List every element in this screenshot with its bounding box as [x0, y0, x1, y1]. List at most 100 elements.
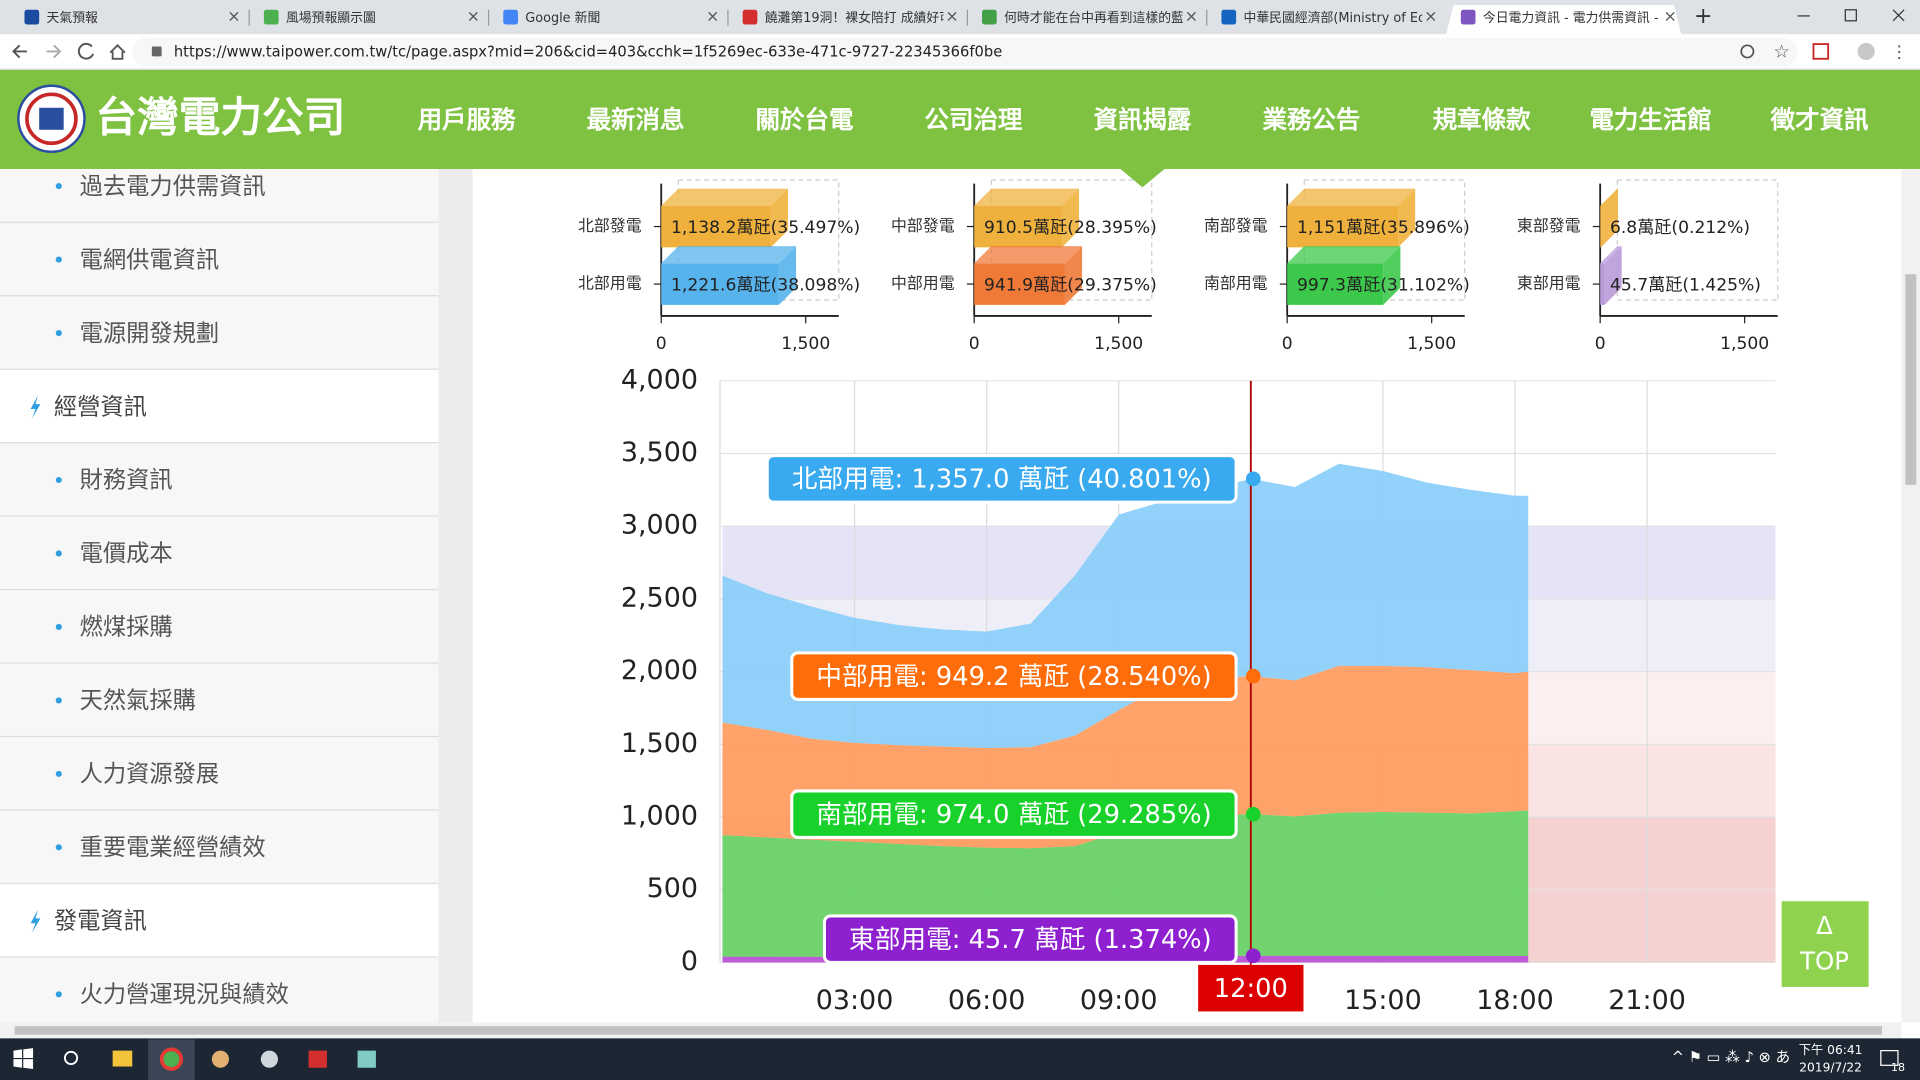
- active-tab[interactable]: [1446, 4, 1682, 35]
- sidebar-link[interactable]: 人力資源發展: [80, 761, 220, 788]
- sidebar-row[interactable]: [0, 296, 439, 370]
- horizontal-scroll-thumb[interactable]: [14, 1026, 1883, 1035]
- tooltip-box: [790, 789, 1238, 839]
- home-button[interactable]: [109, 44, 126, 60]
- profile-icon[interactable]: [1857, 42, 1875, 60]
- bar-top: [1600, 188, 1618, 206]
- nav-item[interactable]: 最新消息: [587, 105, 685, 134]
- notification-icon[interactable]: [1880, 1050, 1899, 1066]
- nav-item[interactable]: 徵才資訊: [1770, 105, 1869, 134]
- category-label: 中部用電: [891, 274, 955, 293]
- app-icon[interactable]: [211, 1050, 229, 1068]
- app-icon[interactable]: [260, 1050, 278, 1068]
- bar: [1287, 205, 1399, 248]
- tab-title[interactable]: 天氣預報: [47, 11, 99, 26]
- logo-mark: [39, 107, 64, 130]
- nav-item[interactable]: 用戶服務: [418, 105, 516, 134]
- back-button[interactable]: [12, 44, 27, 59]
- chart-frame: [1616, 179, 1779, 301]
- tab-title[interactable]: 何時才能在台中再看到這樣的藍: [1004, 10, 1184, 26]
- sidebar-section-title[interactable]: 發電資訊: [54, 908, 147, 935]
- search-button[interactable]: [63, 1050, 79, 1065]
- explorer-icon[interactable]: [112, 1050, 133, 1067]
- sidebar-section[interactable]: [0, 884, 439, 958]
- top-button[interactable]: [1781, 901, 1869, 987]
- sidebar-row[interactable]: [0, 590, 439, 664]
- sidebar-link[interactable]: 電價成本: [80, 540, 173, 567]
- scroll-thumb[interactable]: [1905, 274, 1917, 485]
- nav-item[interactable]: 資訊揭露: [1094, 105, 1192, 134]
- sidebar-link[interactable]: 電源開發規劃: [80, 320, 220, 347]
- bar-top: [661, 246, 797, 264]
- maximize-button[interactable]: [1844, 9, 1857, 22]
- nav-item[interactable]: 規章條款: [1433, 105, 1531, 134]
- tab-title[interactable]: 饒灘第19洞！裸女陪打 成績好可: [765, 10, 953, 26]
- sidebar-link[interactable]: 電網供電資訊: [80, 246, 220, 273]
- sidebar-link[interactable]: 財務資訊: [80, 467, 173, 494]
- y-tick-label: 4,000: [621, 364, 698, 395]
- tab-title[interactable]: Google 新聞: [525, 10, 600, 26]
- bar-top: [974, 246, 1083, 264]
- point-marker: [1245, 668, 1261, 684]
- tab-favicon: [1460, 9, 1476, 25]
- tab-close[interactable]: ×: [945, 7, 958, 26]
- app-icon[interactable]: [308, 1050, 327, 1068]
- site-header: [0, 69, 1920, 169]
- url[interactable]: https://www.taipower.com.tw/tc/page.aspx…: [174, 44, 1002, 61]
- new-tab-button[interactable]: +: [1694, 4, 1712, 29]
- tab-close[interactable]: ×: [467, 7, 480, 26]
- reload-button[interactable]: [77, 42, 94, 60]
- sidebar-link[interactable]: 過去電力供需資訊: [80, 173, 266, 200]
- bar-side: [770, 188, 789, 248]
- clock-date[interactable]: 2019/7/22: [1799, 1060, 1862, 1074]
- sidebar-row[interactable]: [0, 443, 439, 517]
- sidebar-link[interactable]: 火力營運現況與績效: [80, 981, 289, 1008]
- bar-side: [1064, 246, 1083, 305]
- bar-side: [1061, 188, 1080, 248]
- sidebar-section-title[interactable]: 經營資訊: [54, 393, 147, 420]
- sidebar-row[interactable]: [0, 222, 439, 297]
- nav-item[interactable]: 公司治理: [925, 105, 1023, 134]
- tooltip-box: [765, 454, 1238, 504]
- sidebar-row[interactable]: [0, 516, 439, 591]
- sidebar-row[interactable]: [0, 663, 439, 738]
- tab-close[interactable]: ×: [706, 7, 719, 26]
- tab-title[interactable]: 今日電力資訊 - 電力供需資訊 - 台: [1483, 10, 1676, 26]
- chrome-icon[interactable]: [159, 1047, 184, 1071]
- sidebar-row[interactable]: [0, 737, 439, 811]
- bookmark-star[interactable]: ☆: [1773, 42, 1789, 63]
- zoom-icon[interactable]: [1740, 44, 1755, 59]
- tray-icons[interactable]: ^ ⚑ ▭ ⁂ ♪ ⊗ あ: [1672, 1049, 1790, 1066]
- start-button[interactable]: [13, 1048, 34, 1069]
- menu-button[interactable]: ⋮: [1891, 43, 1908, 63]
- app-icon[interactable]: [357, 1050, 376, 1068]
- address-bar[interactable]: [132, 37, 1798, 67]
- nav-item[interactable]: 電力生活館: [1589, 105, 1711, 134]
- y-tick-label: 3,500: [621, 437, 698, 468]
- tab-favicon: [1221, 9, 1237, 25]
- cursor-label-box: [1198, 964, 1304, 1012]
- clock-time[interactable]: 下午 06:41: [1799, 1043, 1863, 1057]
- logo-text[interactable]: 台灣電力公司: [96, 93, 346, 142]
- nav-item[interactable]: 業務公告: [1262, 105, 1360, 134]
- sidebar-link[interactable]: 天然氣採購: [80, 687, 196, 714]
- sidebar-link[interactable]: 重要電業經營績效: [80, 834, 266, 861]
- tab-title[interactable]: 中華民國經濟部(Ministry of Eco: [1243, 10, 1433, 26]
- sidebar-row[interactable]: [0, 810, 439, 885]
- x-tick-label: 0: [969, 334, 980, 354]
- tab-close[interactable]: ×: [1664, 7, 1677, 26]
- forward-button[interactable]: [46, 44, 62, 59]
- nav-item[interactable]: 關於台電: [756, 105, 854, 134]
- bar-side: [1600, 188, 1618, 248]
- sidebar-link[interactable]: 燃煤採購: [80, 614, 173, 641]
- x-tick-label: 0: [656, 334, 667, 354]
- tab-close[interactable]: ×: [227, 7, 240, 26]
- tab-close[interactable]: ×: [1185, 7, 1198, 26]
- sidebar-row[interactable]: [0, 957, 439, 1032]
- tab-title[interactable]: 風場預報顯示圖: [286, 11, 376, 26]
- bar-top: [974, 188, 1080, 206]
- extension-icon[interactable]: [1812, 43, 1830, 60]
- sidebar-section[interactable]: [0, 369, 439, 444]
- close-window-button[interactable]: [1892, 9, 1905, 22]
- tab-close[interactable]: ×: [1424, 7, 1437, 26]
